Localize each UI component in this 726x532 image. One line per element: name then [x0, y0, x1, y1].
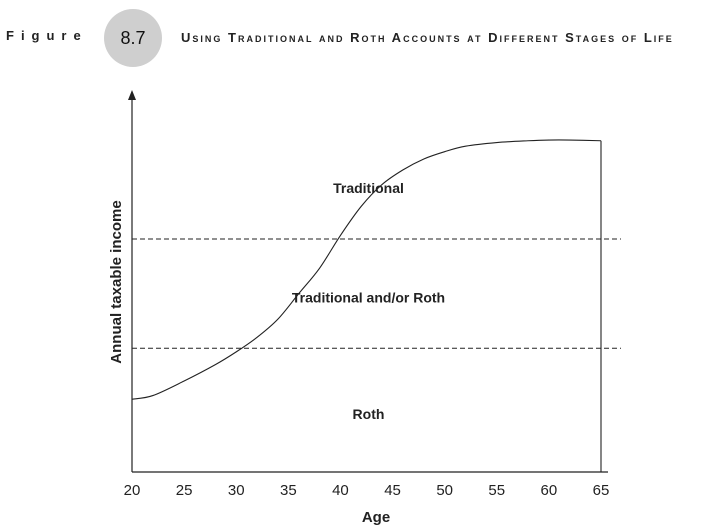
x-tick-label-20: 20	[124, 482, 141, 499]
x-axis-title: Age	[362, 509, 390, 526]
y-axis-title: Annual taxable income	[108, 200, 125, 363]
figure-title: Using Traditional and Roth Accounts at D…	[181, 30, 674, 45]
figure-label: Figure	[6, 28, 88, 43]
x-tick-label-45: 45	[384, 482, 401, 499]
figure-number-badge: 8.7	[104, 9, 162, 67]
x-tick-label-50: 50	[436, 482, 453, 499]
region-label-1: Traditional	[333, 180, 404, 196]
x-tick-label-65: 65	[593, 482, 610, 499]
x-tick-label-30: 30	[228, 482, 245, 499]
x-tick-label-25: 25	[176, 482, 193, 499]
region-label-2: Traditional and/or Roth	[292, 289, 445, 305]
y-axis-arrow	[128, 90, 136, 100]
plot-area: 20 25 30 35 40 45 50 55 60 65 Traditional Tradition…	[124, 90, 621, 499]
region-label-3: Roth	[353, 406, 385, 422]
x-tick-label-60: 60	[541, 482, 558, 499]
x-tick-label-55: 55	[488, 482, 505, 499]
x-tick-label-35: 35	[280, 482, 297, 499]
x-tick-label-40: 40	[332, 482, 349, 499]
figure-number: 8.7	[120, 27, 146, 48]
income-curve	[131, 139, 602, 400]
